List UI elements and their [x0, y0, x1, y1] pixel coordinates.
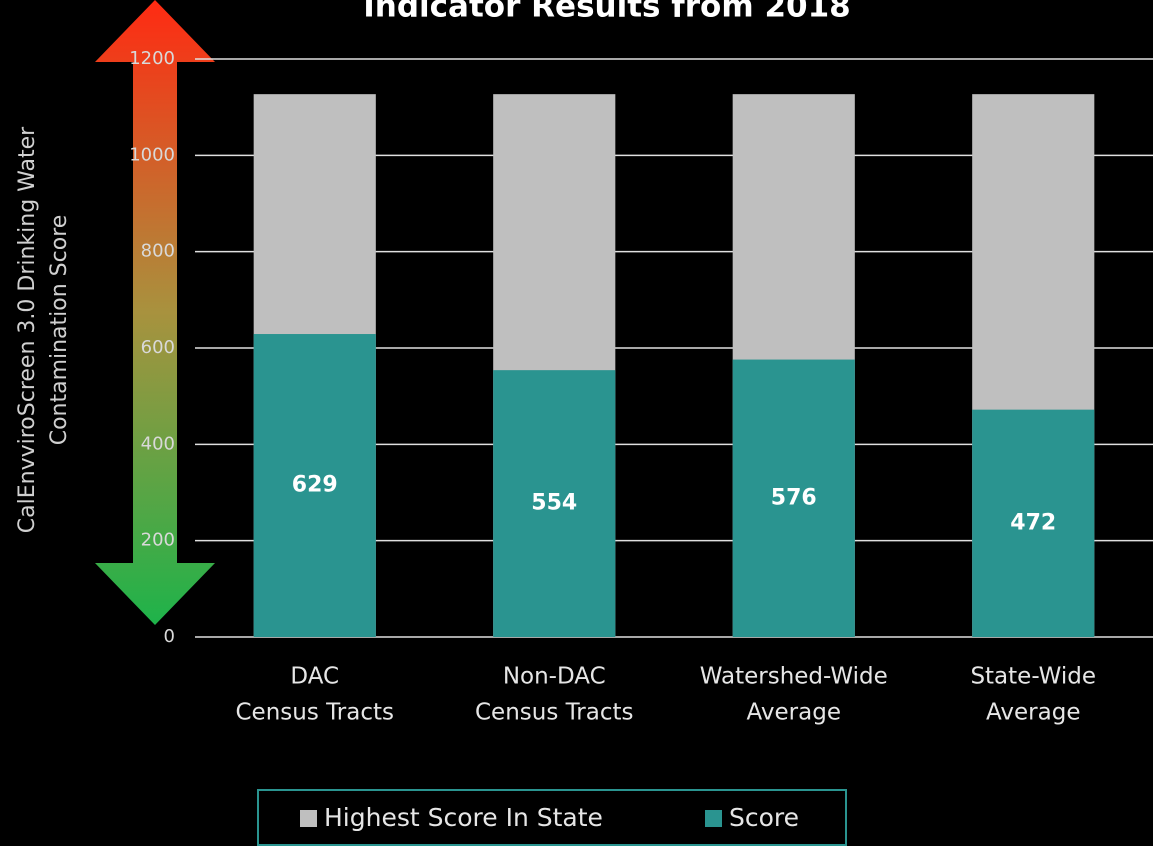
legend-label: Highest Score In State — [324, 803, 603, 832]
x-tick-label: DAC — [290, 664, 339, 690]
legend: Highest Score In State Score — [300, 803, 799, 832]
y-axis-label-line: Contamination Score — [47, 215, 72, 446]
y-tick-label: 1200 — [129, 48, 175, 69]
chart-title: Indicator Results from 2018 — [363, 0, 850, 25]
x-tick-label: Census Tracts — [475, 700, 634, 726]
legend-swatch — [300, 810, 317, 827]
scale-arrow — [95, 0, 215, 625]
x-tick-label: Census Tracts — [235, 700, 394, 726]
y-tick-label: 600 — [141, 337, 175, 358]
y-axis-label: CalEnvviroScreen 3.0 Drinking Water Cont… — [15, 126, 72, 533]
bar — [493, 370, 616, 637]
data-label: 554 — [531, 491, 577, 516]
data-label: 629 — [292, 473, 338, 498]
y-axis-label-line: CalEnvviroScreen 3.0 Drinking Water — [15, 126, 40, 533]
plot-area: 0 200 400 600 800 1000 1200 629 DAC Census Tracts… — [129, 48, 1153, 726]
x-tick-label: Average — [747, 700, 841, 726]
y-tick-label: 200 — [141, 530, 175, 551]
legend-swatch — [705, 810, 722, 827]
bar — [253, 334, 376, 637]
data-label: 576 — [771, 485, 817, 510]
bar — [732, 359, 855, 637]
x-tick-label: Average — [986, 700, 1080, 726]
y-tick-label: 1000 — [129, 144, 175, 165]
x-tick-label: State-Wide — [970, 664, 1096, 690]
legend-label: Score — [729, 803, 799, 832]
bar — [972, 409, 1095, 637]
data-label: 472 — [1010, 510, 1056, 535]
y-tick-label: 800 — [141, 241, 175, 262]
x-tick-label: Non-DAC — [503, 664, 606, 690]
legend-box — [257, 789, 847, 846]
x-tick-label: Watershed-Wide — [700, 664, 888, 690]
y-tick-label: 400 — [141, 433, 175, 454]
y-tick-label: 0 — [164, 626, 175, 647]
